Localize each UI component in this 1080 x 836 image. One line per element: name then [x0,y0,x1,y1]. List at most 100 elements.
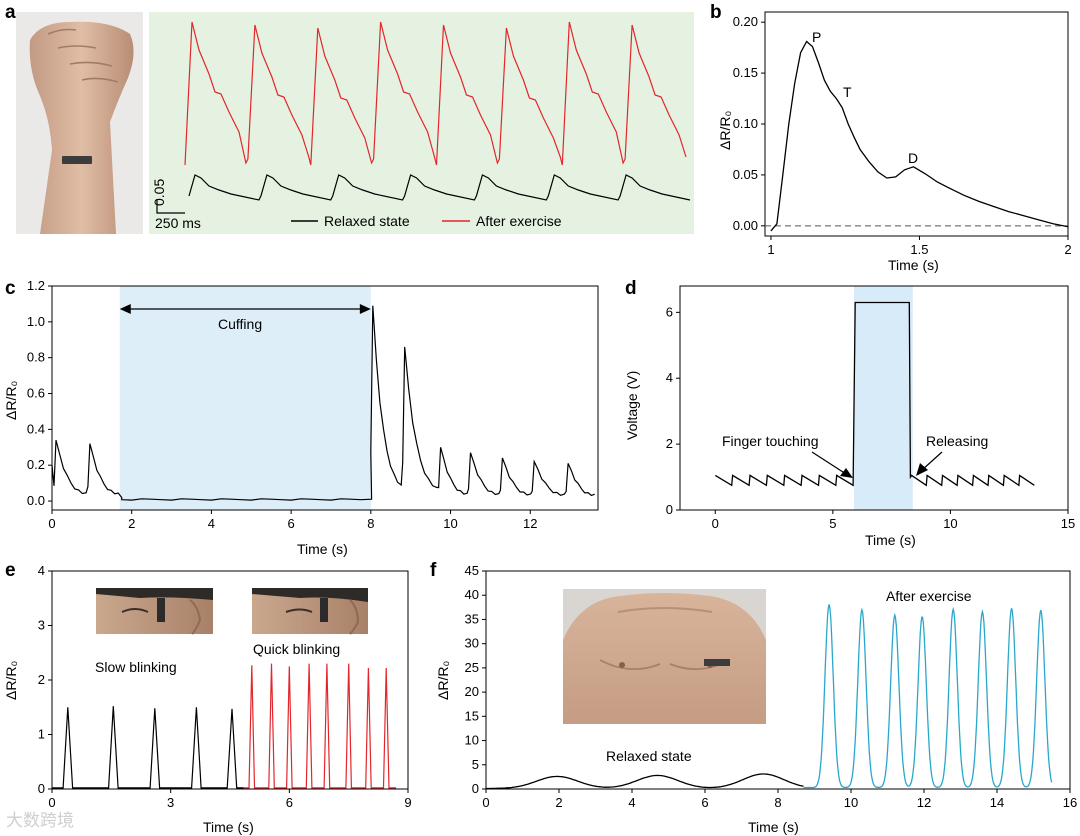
panel-a: a 0.05 250 ms Relaxed state After exerci… [5,2,694,234]
x-axis-label-c: Time (s) [297,541,348,557]
sensor-patch [62,156,92,164]
d-ytick-label: 4 [666,370,673,385]
watermark: 大数跨境 [6,811,74,830]
f-ytick-label: 10 [465,733,479,748]
b-xtick-label: 1.5 [910,242,928,257]
annotation-releasing: Releasing [926,433,988,449]
wrist-photo [16,12,143,234]
y-axis-label-c: ΔR/R₀ [3,381,19,420]
series-after-exercise [803,604,1053,789]
f-ytick-label: 15 [465,708,479,723]
d-ytick-label: 2 [666,436,673,451]
annotation-P: P [812,29,821,45]
d-xtick-label: 0 [712,516,719,531]
e-ytick-label: 2 [38,672,45,687]
d-xtick-label: 15 [1061,516,1075,531]
f-ytick-label: 0 [472,781,479,796]
plot-frame-d [679,285,1069,511]
e-ytick-label: 1 [38,727,45,742]
c-ytick-label: 0.0 [27,493,45,508]
legend-label-exercise: After exercise [476,213,562,229]
b-ytick-label: 0.20 [733,14,758,29]
f-ytick-label: 20 [465,684,479,699]
arrowhead-releasing [916,463,928,476]
e-xtick-label: 9 [404,795,411,810]
f-xtick-label: 8 [774,795,781,810]
panel-label-e: e [5,560,16,581]
y-axis-label-e: ΔR/R₀ [3,661,19,700]
annotation-quick-blinking: Quick blinking [253,641,340,657]
b-xtick-label: 1 [767,242,774,257]
x-axis-label-e: Time (s) [203,819,254,835]
f-ytick-label: 25 [465,660,479,675]
series-relaxed-state [486,773,804,790]
scale-bar-x-label: 250 ms [155,215,201,231]
axis-ticks-e: 0 3 6 9 0 1 2 3 4 [38,563,412,810]
panel-f: f 0 2 4 6 8 10 12 14 16 0 5 10 15 20 25 30 35 40 45 Relaxe… [430,560,1077,835]
y-axis-label-b: ΔR/R₀ [717,111,733,150]
voltage-trace [714,301,1035,487]
c-xtick-label: 10 [443,516,457,531]
axis-ticks-f: 0 2 4 6 8 10 12 14 16 0 5 10 15 20 25 30 35 40 45 [465,563,1078,810]
d-ytick-label: 6 [666,304,673,319]
scale-bar [156,199,185,214]
annotation-T: T [843,84,852,100]
annotation-D: D [908,150,918,166]
c-ytick-label: 1.0 [27,314,45,329]
series-slow-blinking [52,706,244,789]
series-relaxed [188,174,691,201]
face-photo-quick [252,588,368,635]
b-ytick-label: 0.00 [733,218,758,233]
b-ytick-label: 0.10 [733,116,758,131]
e-xtick-label: 0 [48,795,55,810]
f-ytick-label: 45 [465,563,479,578]
x-axis-label-b: Time (s) [888,257,939,273]
c-xtick-label: 8 [367,516,374,531]
plot-frame-c [51,285,599,511]
b-ytick-label: 0.05 [733,167,758,182]
f-xtick-label: 14 [990,795,1004,810]
b-ytick-label: 0.15 [733,65,758,80]
face-photo-slow [96,588,213,635]
f-xtick-label: 0 [482,795,489,810]
y-axis-label-d: Voltage (V) [624,371,640,440]
panel-d: d 0 5 10 15 0 2 4 6 Finger touching Releasing T… [624,278,1075,548]
c-ytick-label: 0.8 [27,350,45,365]
f-xtick-label: 6 [701,795,708,810]
f-ytick-label: 30 [465,636,479,651]
panel-label-b: b [710,2,722,23]
cuffing-region [119,286,371,510]
e-ytick-label: 0 [38,781,45,796]
c-xtick-label: 4 [208,516,215,531]
axis-ticks-b: 1 1.5 2 0.00 0.05 0.10 0.15 0.20 [733,14,1072,257]
legend-label-relaxed: Relaxed state [324,213,410,229]
c-ytick-label: 0.6 [27,386,45,401]
y-axis-label-f: ΔR/R₀ [435,661,451,700]
cuffing-arrow [119,304,371,314]
x-axis-label-d: Time (s) [865,532,916,548]
axis-ticks-d: 0 5 10 15 0 2 4 6 [666,304,1075,531]
c-ytick-label: 0.4 [27,421,45,436]
series-after-exercise [184,21,687,166]
f-xtick-label: 2 [555,795,562,810]
d-xtick-label: 5 [829,516,836,531]
chest-photo [563,589,766,724]
d-xtick-label: 10 [943,516,957,531]
annotation-cuffing: Cuffing [218,316,262,332]
f-xtick-label: 10 [844,795,858,810]
f-ytick-label: 35 [465,611,479,626]
annotation-finger-touching: Finger touching [722,433,819,449]
c-xtick-label: 6 [288,516,295,531]
panel-c: c 0 2 4 6 8 10 12 0.0 0.2 0.4 0.6 0.8 1.0 1.2 Cuffing… [3,278,599,557]
arrowhead-touching [840,468,853,478]
x-axis-label-f: Time (s) [748,819,799,835]
c-ytick-label: 1.2 [27,278,45,293]
panel-e: e 0 3 6 9 0 1 2 3 4 Slow blinking Quick blinking… [3,560,412,835]
f-xtick-label: 16 [1063,795,1077,810]
f-ytick-label: 5 [472,757,479,772]
f-ytick-label: 40 [465,587,479,602]
axis-ticks-c: 0 2 4 6 8 10 12 0.0 0.2 0.4 0.6 0.8 1.0 1.2 [27,278,538,531]
touch-region [854,286,913,510]
e-xtick-label: 6 [286,795,293,810]
